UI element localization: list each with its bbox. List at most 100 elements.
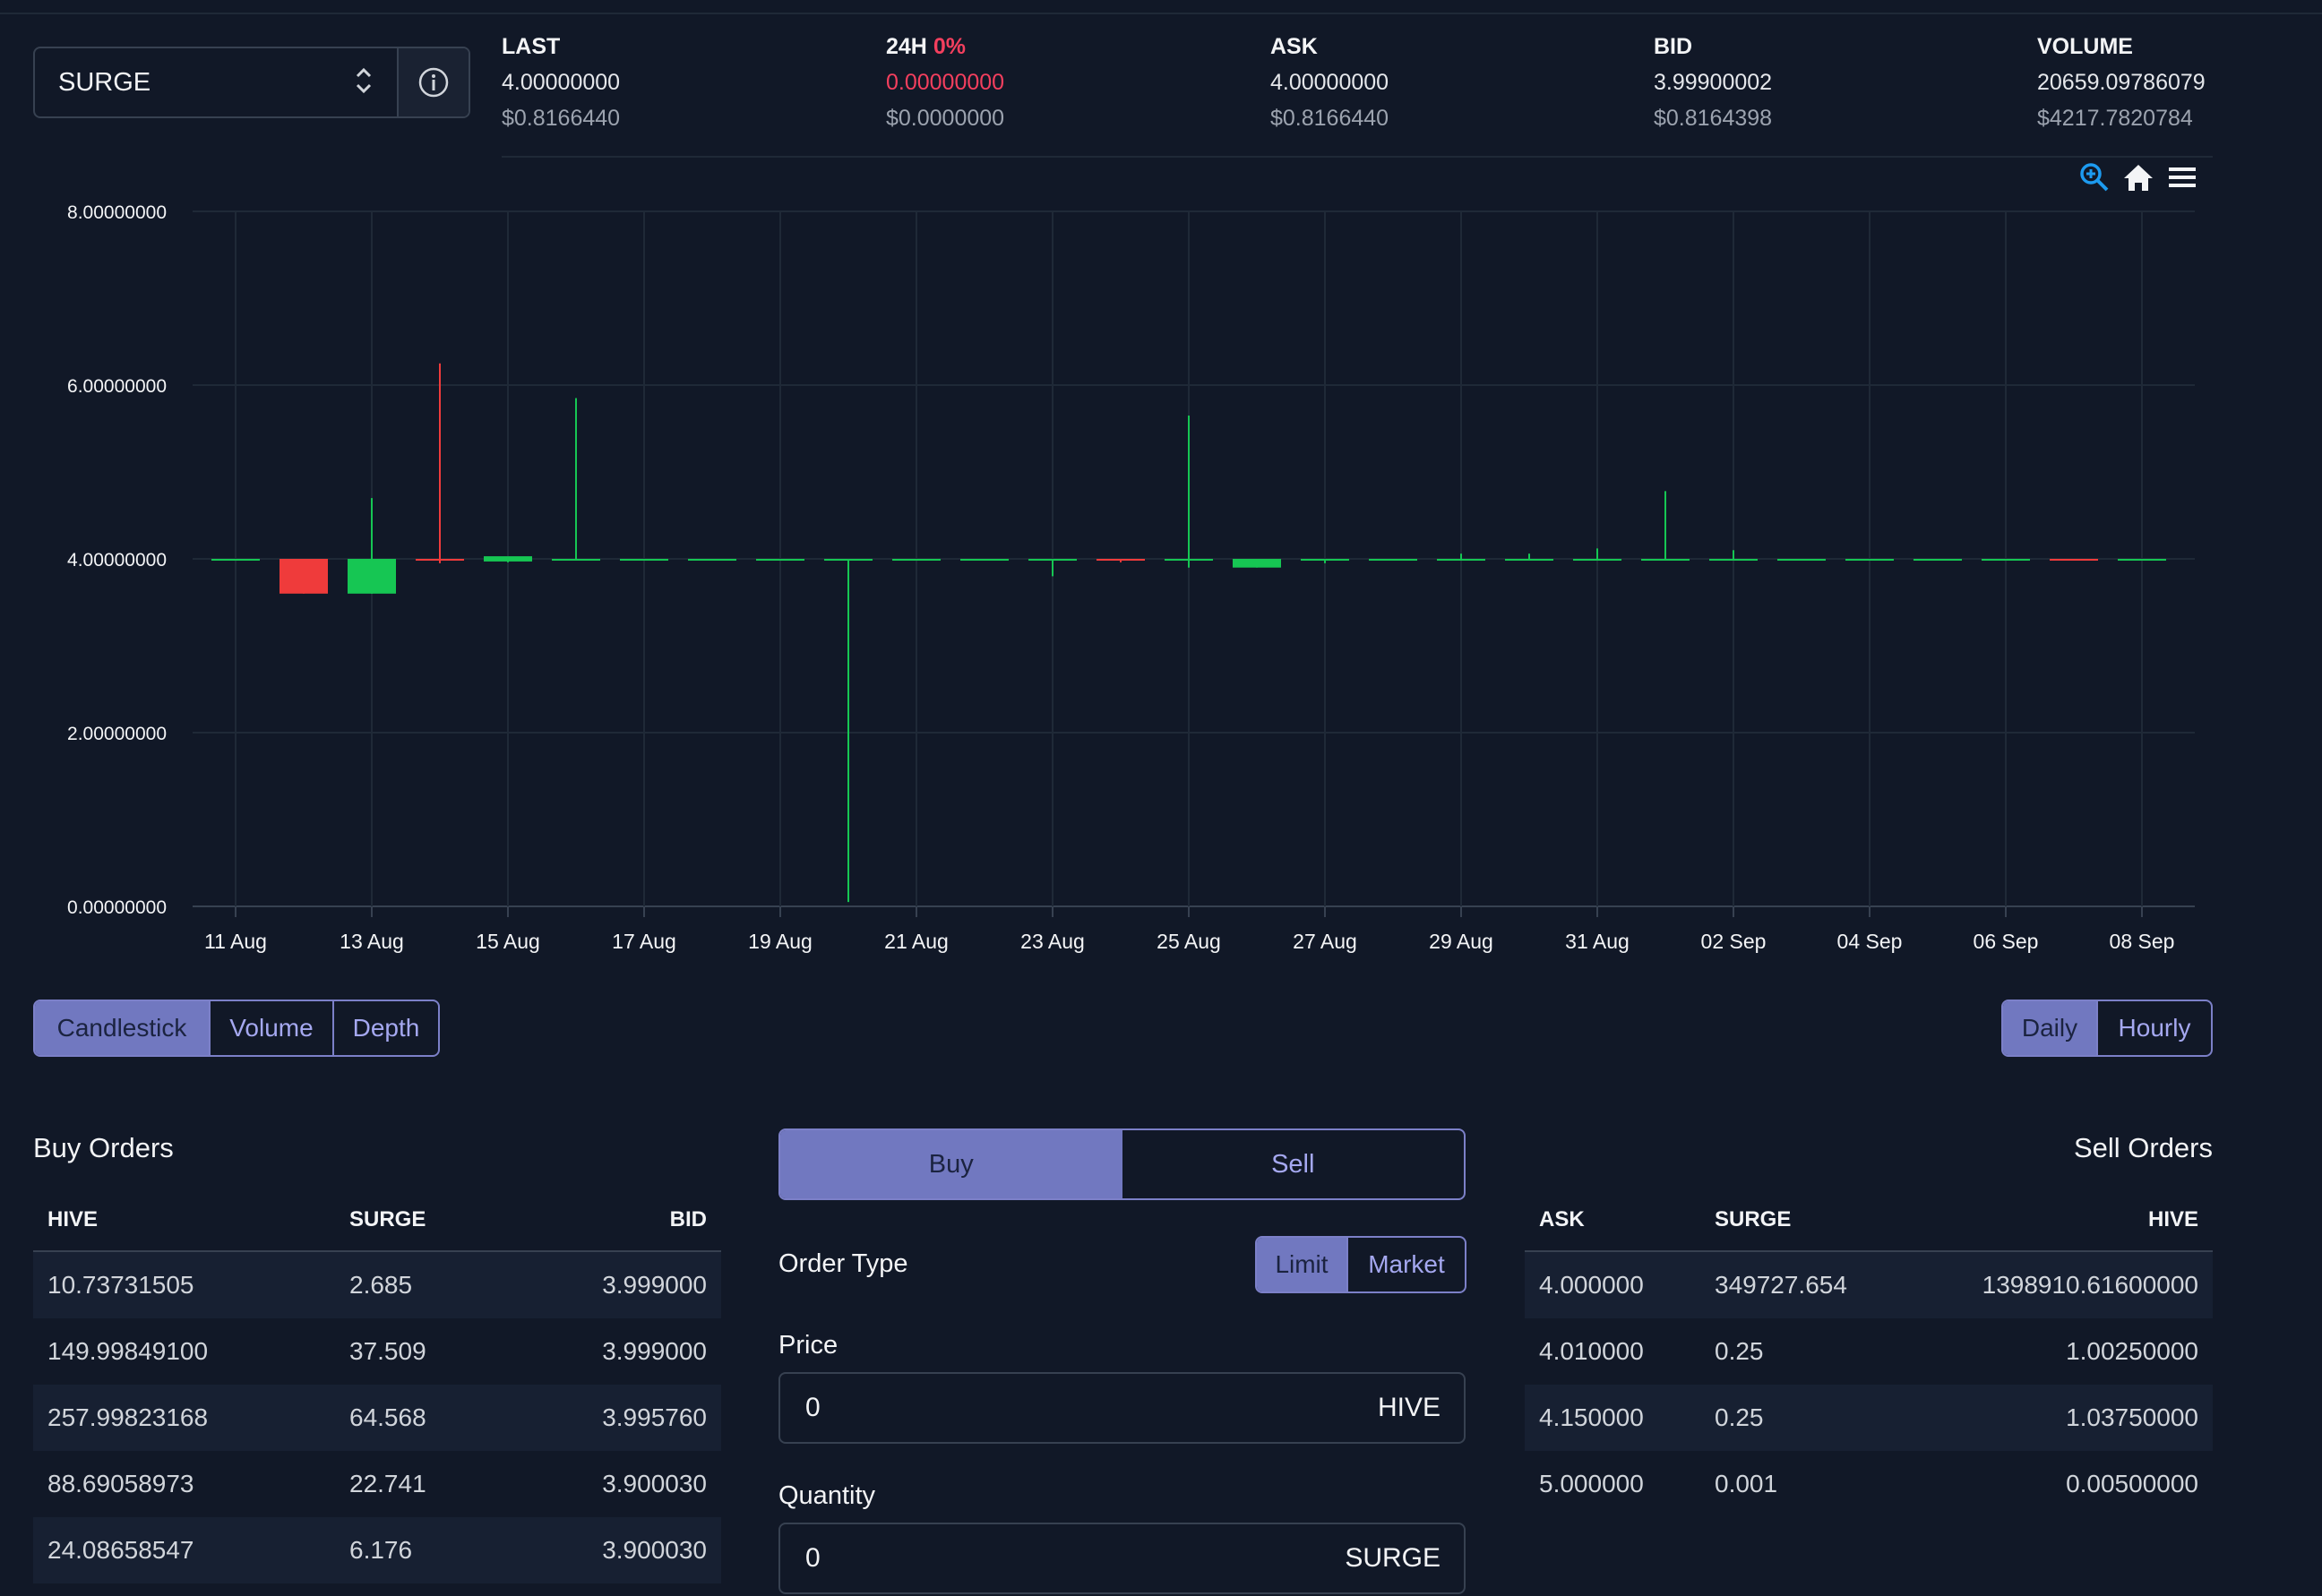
candle-body — [1914, 559, 1962, 561]
stats-divider — [502, 156, 2213, 158]
table-cell: 149.99849100 — [47, 1337, 209, 1365]
x-tick-label: 02 Sep — [1701, 930, 1767, 953]
table-cell: 5.000000 — [1539, 1470, 1644, 1497]
stat-volume: VOLUME 20659.09786079 $4217.7820784 — [2037, 34, 2206, 142]
stat-last: LAST 4.00000000 $0.8166440 — [502, 34, 620, 142]
interval-toggle: Daily Hourly — [2001, 1000, 2213, 1057]
info-button[interactable] — [399, 48, 469, 116]
table-row[interactable]: 4.010000 0.25 1.00250000 — [1525, 1318, 2213, 1385]
y-tick-label: 8.00000000 — [67, 202, 167, 223]
col-header: HIVE — [47, 1207, 99, 1231]
candle-body — [1982, 559, 2030, 561]
table-header: ASK SURGE HIVE — [1525, 1189, 2213, 1252]
sell-orders-table: ASK SURGE HIVE 4.000000 349727.654 1398910… — [1525, 1189, 2213, 1517]
table-cell: 37.509 — [349, 1337, 426, 1365]
table-row[interactable]: 149.99849100 37.509 3.999000 — [33, 1318, 721, 1385]
table-cell: 3.995760 — [602, 1403, 707, 1431]
table-row[interactable]: 24.08658547 6.176 3.900030 — [33, 1517, 721, 1583]
table-cell: 2.685 — [349, 1271, 413, 1299]
price-unit: HIVE — [1377, 1393, 1440, 1422]
top-border — [0, 13, 2322, 14]
col-header: SURGE — [1715, 1207, 1792, 1231]
chart-mode-toggle: Candlestick Volume Depth — [33, 1000, 440, 1057]
tab-depth[interactable]: Depth — [352, 1014, 420, 1042]
table-cell: 349727.654 — [1715, 1271, 1847, 1299]
tab-candlestick[interactable]: Candlestick — [35, 1001, 211, 1055]
candle-body — [960, 559, 1009, 561]
table-row[interactable]: 10.73731505 2.685 3.999000 — [33, 1252, 721, 1318]
x-tick-label: 11 Aug — [204, 930, 267, 953]
x-tick-label: 29 Aug — [1429, 930, 1493, 953]
candle-body — [1165, 559, 1213, 561]
table-cell: 10.73731505 — [47, 1271, 194, 1299]
stat-last-value: 4.00000000 — [502, 70, 621, 95]
tab-hourly[interactable]: Hourly — [2118, 1014, 2191, 1042]
tab-daily[interactable]: Daily — [2003, 1001, 2098, 1055]
candle-body — [1233, 559, 1281, 568]
candle-body — [1845, 559, 1894, 561]
token-name: SURGE — [58, 67, 151, 97]
table-cell: 0.001 — [1715, 1470, 1778, 1497]
stat-bid-value: 3.99900002 — [1654, 70, 1773, 95]
order-type-label: Order Type — [778, 1249, 908, 1278]
tab-volume[interactable]: Volume — [211, 1001, 334, 1055]
table-cell: 3.900030 — [602, 1470, 707, 1497]
x-tick-label: 13 Aug — [340, 930, 404, 953]
table-cell: 0.25 — [1715, 1337, 1764, 1365]
quantity-field[interactable]: SURGE — [778, 1523, 1466, 1594]
token-dropdown[interactable]: SURGE — [35, 48, 399, 116]
table-row[interactable]: 257.99823168 64.568 3.995760 — [33, 1385, 721, 1451]
table-cell: 4.010000 — [1539, 1337, 1644, 1365]
col-header: BID — [669, 1207, 707, 1231]
x-tick-label: 17 Aug — [612, 930, 676, 953]
table-cell: 1.03750000 — [2066, 1403, 2198, 1431]
buy-tab[interactable]: Buy — [780, 1130, 1122, 1198]
limit-button[interactable]: Limit — [1257, 1238, 1348, 1291]
table-cell: 6.176 — [349, 1536, 413, 1564]
x-tick-label: 21 Aug — [884, 930, 949, 953]
candlestick-chart[interactable]: 0.00000000 2.00000000 4.00000000 6.00000000… — [0, 152, 2322, 976]
table-cell: 257.99823168 — [47, 1403, 209, 1431]
x-tick-label: 15 Aug — [476, 930, 540, 953]
token-selector[interactable]: SURGE — [33, 47, 470, 118]
hamburger-menu-icon[interactable] — [2166, 161, 2198, 193]
zoom-in-icon[interactable] — [2078, 161, 2111, 193]
stat-24h: 24H 0% 0.00000000 $0.0000000 — [886, 34, 1004, 142]
candle-body — [1641, 559, 1690, 561]
sell-orders-title: Sell Orders — [2073, 1132, 2213, 1163]
x-tick-label: 19 Aug — [748, 930, 813, 953]
home-icon[interactable] — [2121, 161, 2155, 193]
candle-body — [620, 559, 668, 561]
table-cell: 0.00500000 — [2066, 1470, 2198, 1497]
stat-volume-usd: $4217.7820784 — [2037, 106, 2193, 131]
quantity-input[interactable] — [804, 1542, 1165, 1575]
sell-tab[interactable]: Sell — [1271, 1149, 1315, 1179]
x-tick-label: 23 Aug — [1020, 930, 1085, 953]
stat-24h-label: 24H 0% — [886, 34, 966, 59]
candle-body — [2118, 559, 2166, 561]
y-tick-label: 0.00000000 — [67, 897, 167, 918]
candle-body — [1573, 559, 1621, 561]
table-row[interactable]: 5.000000 0.001 0.00500000 — [1525, 1451, 2213, 1517]
stat-24h-value: 0.00000000 — [886, 70, 1005, 95]
table-cell: 3.900030 — [602, 1536, 707, 1564]
candle-body — [1505, 559, 1553, 561]
table-row[interactable]: 88.69058973 22.741 3.900030 — [33, 1451, 721, 1517]
stat-bid-usd: $0.8164398 — [1654, 106, 1773, 131]
quantity-label: Quantity — [778, 1481, 875, 1510]
stat-24h-usd: $0.0000000 — [886, 106, 1005, 131]
stat-ask: ASK 4.00000000 $0.8166440 — [1270, 34, 1389, 142]
price-field[interactable]: HIVE — [778, 1372, 1466, 1444]
stat-bid-label: BID — [1654, 34, 1693, 59]
chart-toolbar — [2078, 161, 2198, 193]
table-cell: 1398910.61600000 — [1982, 1271, 2198, 1299]
up-down-chevron-icon — [354, 65, 374, 99]
price-input[interactable] — [804, 1392, 1165, 1424]
table-cell: 3.999000 — [602, 1271, 707, 1299]
buy-sell-toggle: Buy Sell — [778, 1128, 1466, 1200]
table-row[interactable]: 4.000000 349727.654 1398910.61600000 — [1525, 1252, 2213, 1318]
candle-body — [552, 559, 600, 561]
market-button[interactable]: Market — [1368, 1250, 1445, 1278]
table-cell: 4.150000 — [1539, 1403, 1644, 1431]
table-row[interactable]: 4.150000 0.25 1.03750000 — [1525, 1385, 2213, 1451]
